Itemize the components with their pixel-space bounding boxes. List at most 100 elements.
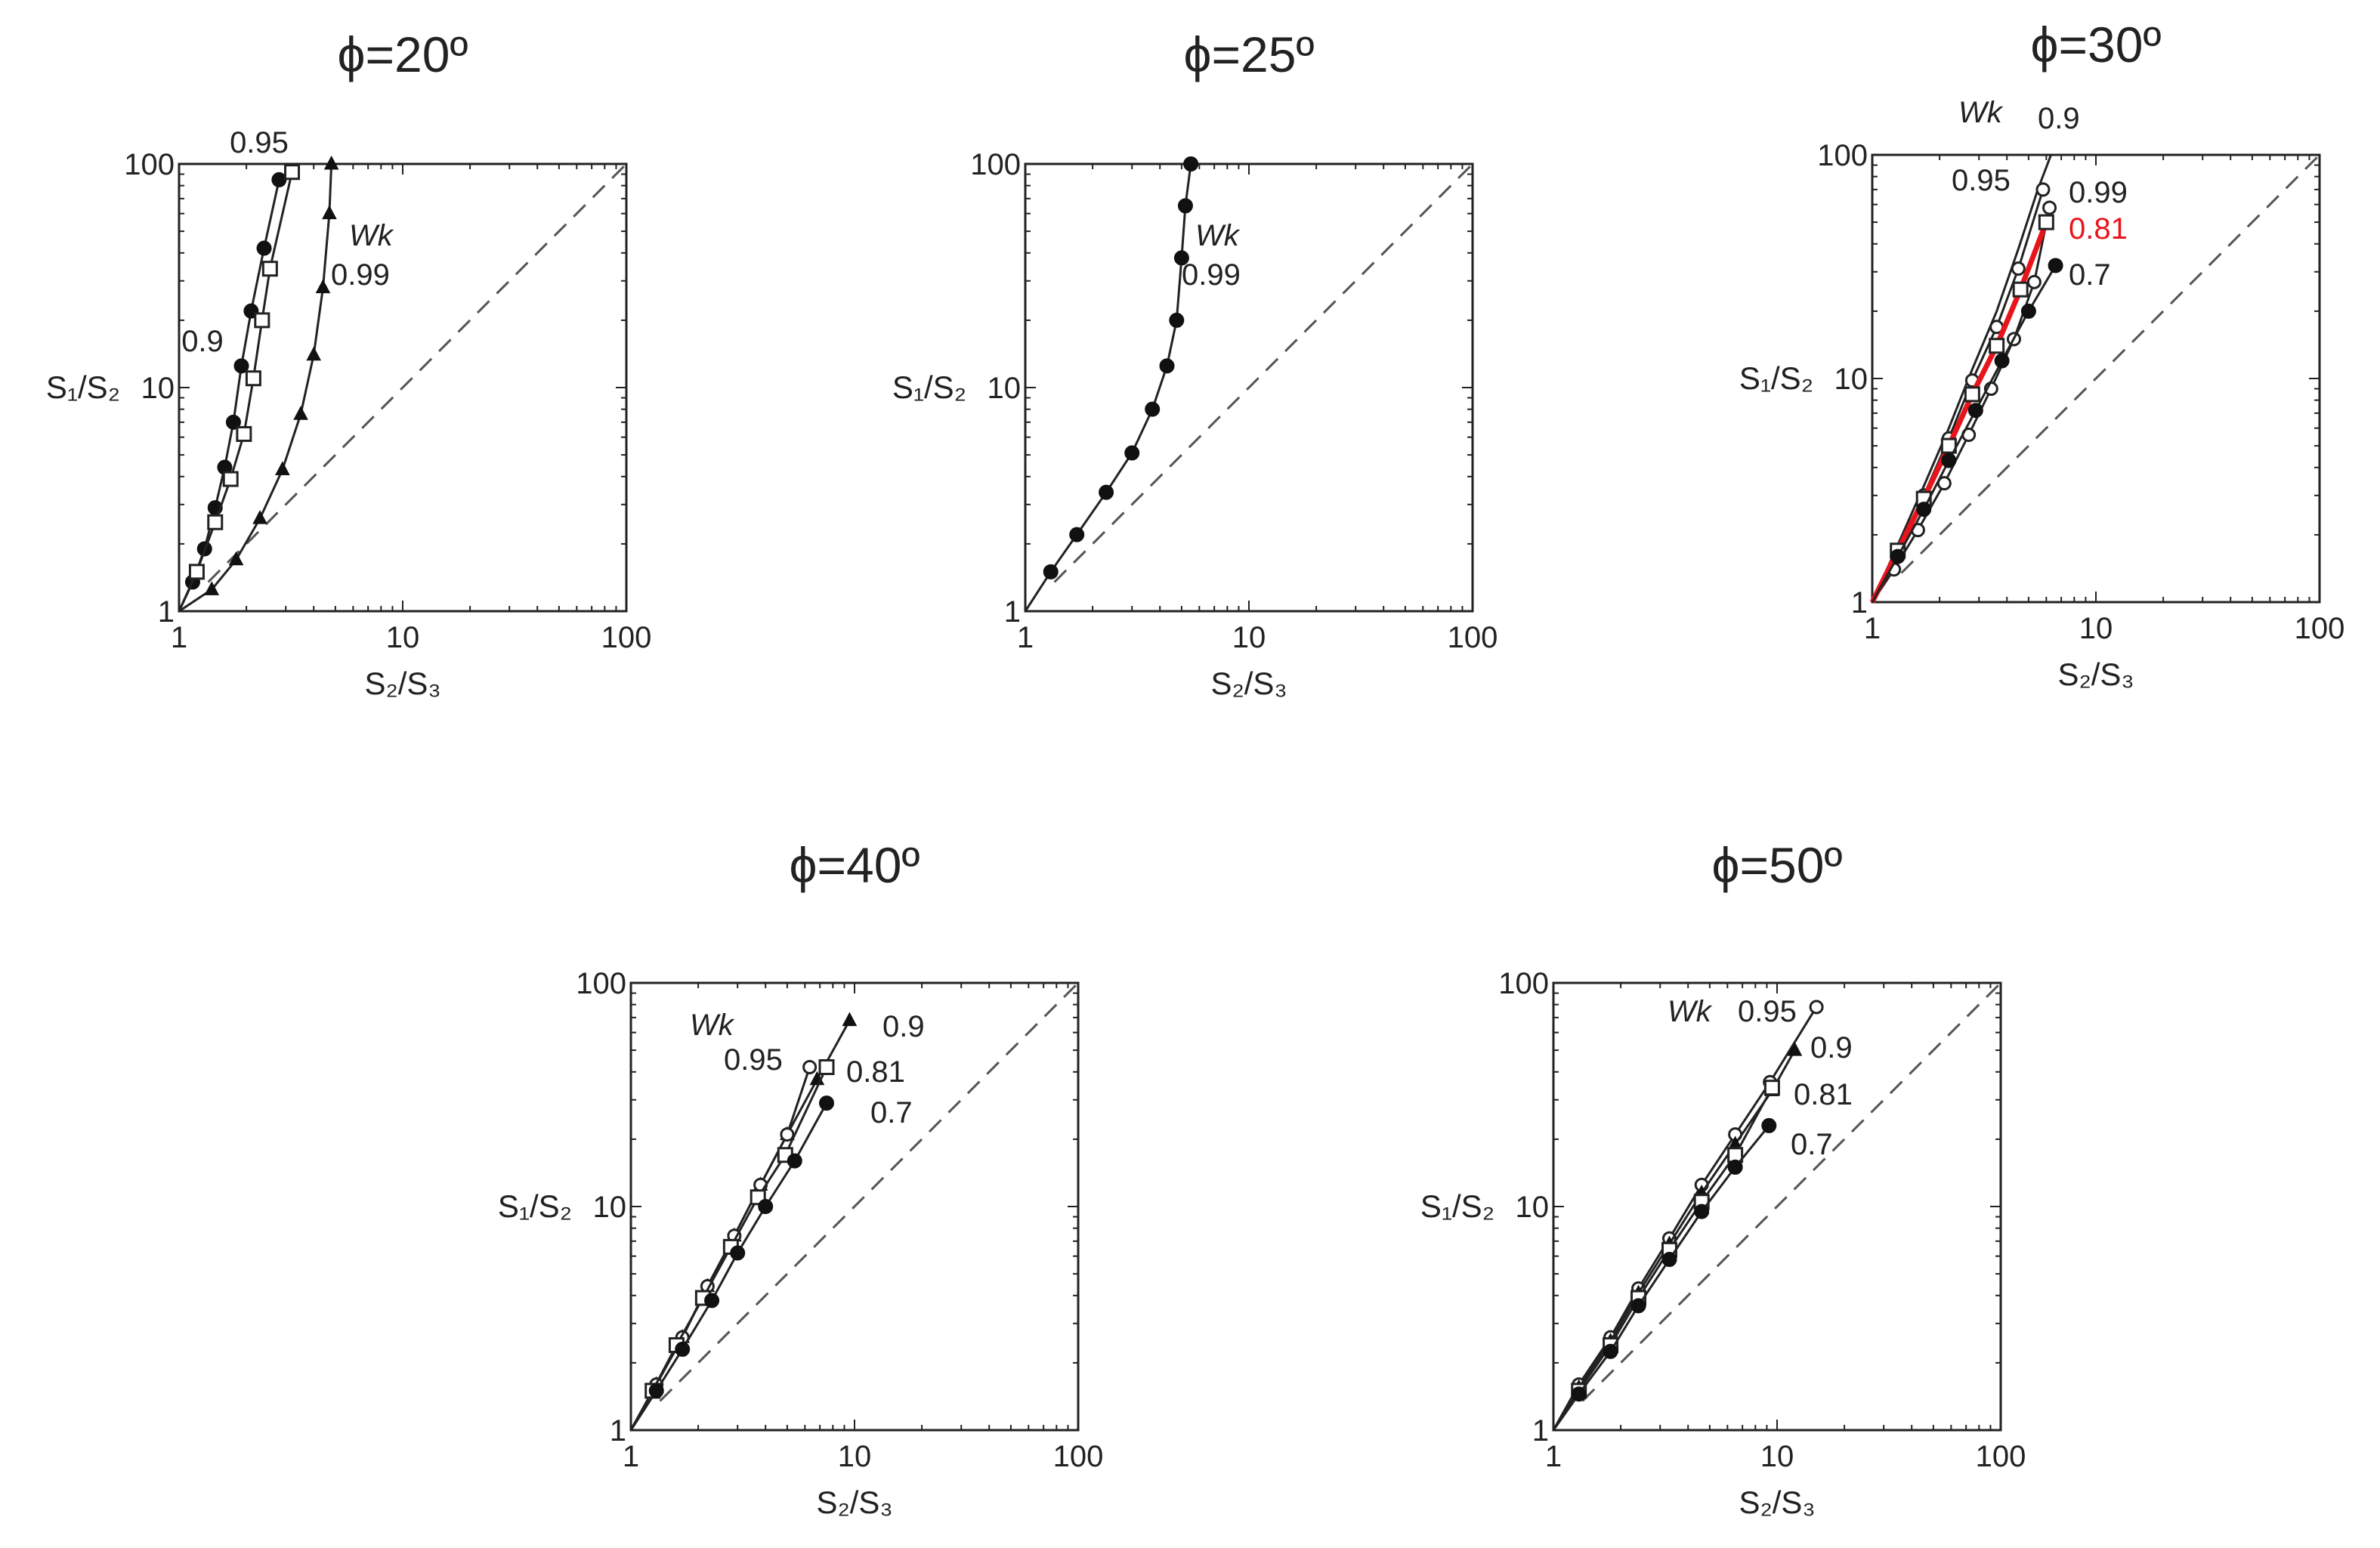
y-tick-label: 10 [593,1191,627,1224]
series-annotation: 0.99 [2069,176,2128,209]
x-tick-label: 1 [1017,621,1034,654]
series-line [1871,154,2053,603]
data-point [704,1293,720,1309]
y-tick-label: 100 [124,148,175,181]
data-point [1145,401,1161,417]
x-tick-label: 1 [1545,1440,1562,1473]
legend-title-wk: Wk [690,1009,735,1042]
data-point [322,205,337,220]
data-point [245,370,261,387]
data-point [1630,1298,1646,1314]
series-0.9 [178,171,287,612]
x-axis-label: S₂/S₃ [364,666,440,701]
data-point [293,406,308,420]
series-annotation: 0.95 [724,1043,783,1077]
y-axis-label: S₁/S₂ [1739,360,1813,396]
data-point [1661,1252,1677,1268]
y-tick-label: 10 [141,372,175,405]
x-tick-label: 100 [1448,621,1498,654]
x-tick-label: 10 [1232,621,1266,654]
data-point [2026,274,2042,289]
data-point [802,1060,818,1075]
chart-title: ϕ=20º [337,26,468,82]
series-0.99 [1024,156,1199,612]
data-point [2035,182,2051,197]
series-0.95 [178,164,301,612]
y-axis-label: S₁/S₂ [892,369,966,405]
data-point [648,1383,664,1398]
series-line [1552,1124,1770,1431]
data-point [1169,312,1185,328]
y-tick-label: 10 [1516,1191,1550,1224]
x-tick-label: 100 [1053,1440,1104,1473]
x-axis-label: S₂/S₃ [816,1485,892,1520]
y-axis-label: S₁/S₂ [1420,1188,1494,1224]
series-line [1024,163,1192,612]
x-tick-label: 10 [2079,612,2113,645]
series-annotation: 0.81 [846,1055,905,1089]
data-point [1069,527,1085,542]
data-point [818,1059,835,1076]
series-line [629,1102,828,1431]
chart-panel-1: ϕ=20º 1 10 100 1 10 100 S₂/S₃ S₁/S₂ 0.95 0.9 Wk 0.99 [46,26,652,701]
data-point [1964,386,1980,403]
series-line [1871,264,2057,603]
y-tick-label: 1 [1004,595,1021,629]
data-point [207,514,224,530]
data-point [188,564,205,580]
data-point [1183,156,1199,171]
series-annotation: 0.95 [1952,164,2011,197]
data-point [1571,1386,1587,1402]
chart-title: ϕ=30º [2030,17,2161,73]
series-annotation: 0.7 [1791,1128,1833,1161]
series-annotation: 0.9 [181,325,224,358]
series-0.9 [1871,154,2053,603]
data-point [315,279,331,294]
reference-line-dashed [1900,153,2321,574]
x-tick-label: 100 [601,621,652,654]
data-point [275,461,290,475]
y-tick-label: 10 [1834,363,1868,396]
data-point [256,240,272,256]
x-tick-label: 10 [838,1440,872,1473]
data-point [261,261,278,277]
data-point [1124,445,1140,461]
y-tick-label: 100 [1498,967,1549,1000]
legend-title-wk: Wk [1195,219,1241,252]
data-point [2012,281,2029,298]
y-axis-label: S₁/S₂ [498,1188,572,1224]
data-point [252,510,267,524]
data-point [1694,1203,1710,1219]
series-0.81 [629,1059,835,1431]
data-point [1787,1042,1803,1056]
y-tick-label: 100 [576,967,626,1000]
y-tick-label: 10 [988,372,1022,405]
reference-line-dashed [1053,162,1474,583]
reference-line-dashed [659,981,1080,1402]
series-0.7 [1871,258,2063,603]
data-point [1890,548,1906,564]
data-point [2020,303,2036,319]
series-0.7 [1552,1117,1777,1431]
y-axis-label: S₁/S₂ [46,369,120,405]
y-tick-label: 1 [1532,1414,1549,1448]
chart-panel-4: ϕ=40º 1 10 100 1 10 100 S₂/S₃ S₁/S₂ Wk0.95 0.9 0.81… [498,837,1104,1520]
x-axis-label: S₂/S₃ [1739,1485,1815,1520]
data-point [254,312,270,329]
legend-title-wk: Wk [1668,995,1713,1028]
data-point [1809,1000,1824,1015]
data-point [819,1095,835,1111]
x-tick-label: 100 [2295,612,2345,645]
series-0.95 [1871,182,2051,603]
data-point [1989,338,2005,354]
series-annotation: 0.9 [2038,102,2080,135]
series-line [629,1067,811,1431]
chart-title: ϕ=25º [1183,26,1314,82]
data-point [842,1012,858,1027]
data-point [1763,1080,1780,1096]
series-0.7 [629,1095,835,1431]
series-0.99 [178,155,339,613]
x-tick-label: 1 [623,1440,639,1473]
reference-line-dashed [1581,981,2002,1402]
